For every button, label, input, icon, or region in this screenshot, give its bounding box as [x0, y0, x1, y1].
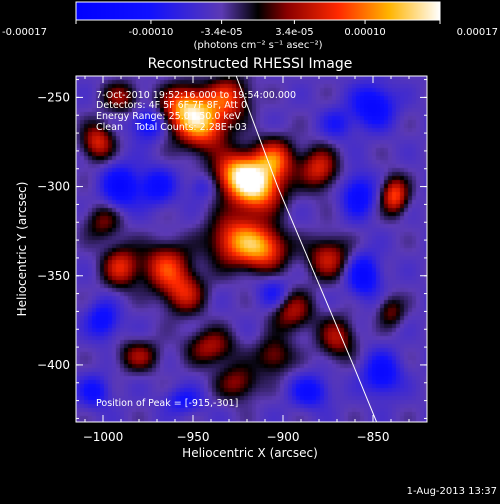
colorbar-tick-label: 3.4e-05	[275, 27, 313, 38]
plot-image	[76, 76, 427, 422]
x-tick-label: −850	[357, 430, 390, 444]
colorbar-unit-label: (photons cm⁻² s⁻¹ asec⁻²)	[193, 40, 322, 51]
colorbar-tick-label: 0.00017	[457, 27, 498, 38]
info-time-range: 7-Oct-2010 19:52:16.000 to 19:54:00.000	[96, 90, 296, 101]
colorbar-ticks	[75, 20, 441, 24]
peak-position-label: Position of Peak = [-915,-301]	[96, 398, 238, 409]
date-stamp: 1-Aug-2013 13:37	[407, 486, 497, 497]
colorbar: -0.00017 -0.00010 -3.4e-05 3.4e-05 0.00010 0.…	[2, 1, 498, 51]
info-energy-range: Energy Range: 25.0 - 50.0 keV	[96, 111, 241, 122]
y-axis: −250 −300 −350 −400	[37, 79, 427, 419]
plot-frame	[75, 75, 428, 423]
colorbar-tick-label: 0.00010	[344, 27, 385, 38]
colorbar-tick-label: -0.00010	[128, 27, 173, 38]
x-tick-label: −900	[267, 430, 300, 444]
colorbar-tick-labels: -0.00017 -0.00010 -3.4e-05 3.4e-05 0.00010 0.…	[2, 27, 498, 38]
heatmap-image	[76, 76, 427, 422]
y-tick-label: −300	[37, 180, 70, 194]
chart-title: Reconstructed RHESSI Image	[148, 56, 353, 72]
x-tick-label: −950	[177, 430, 210, 444]
info-counts: Clean Total Counts: 2.28E+03	[96, 122, 247, 133]
x-axis: −1000 −950 −900 −850	[83, 76, 428, 444]
x-tick-label: −1000	[83, 430, 124, 444]
colorbar-gradient	[75, 1, 441, 21]
solar-limb-line	[235, 76, 378, 422]
colorbar-tick-label: -3.4e-05	[201, 27, 243, 38]
y-axis-label: Heliocentric Y (arcsec)	[15, 182, 29, 317]
info-detectors: Detectors: 4F 5F 6F 7F 8F, Att 0	[96, 100, 247, 111]
y-tick-label: −350	[37, 269, 70, 283]
observation-info: 7-Oct-2010 19:52:16.000 to 19:54:00.000 …	[96, 90, 296, 133]
x-axis-label: Heliocentric X (arcsec)	[182, 446, 318, 460]
colorbar-tick-label: -0.00017	[2, 27, 47, 38]
y-tick-label: −400	[37, 358, 70, 372]
y-tick-label: −250	[37, 90, 70, 104]
